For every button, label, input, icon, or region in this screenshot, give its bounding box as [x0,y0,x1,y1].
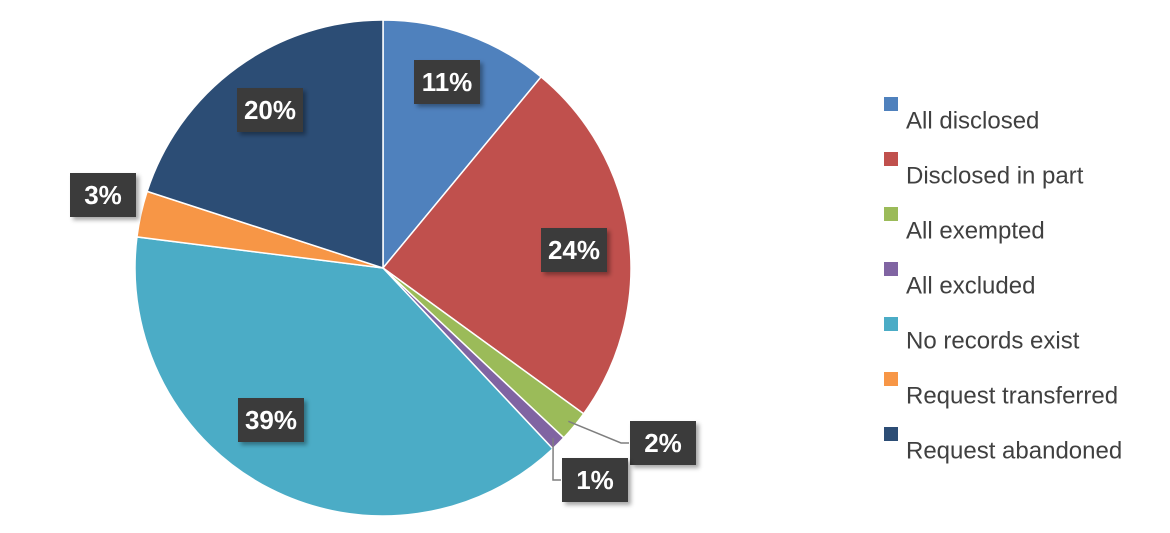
label-box [414,60,480,104]
data-label: 39% [245,405,297,435]
pie-slice [146,19,384,270]
legend-label: All disclosed [906,108,1039,135]
legend-label: Disclosed in part [906,163,1084,190]
data-label: 2% [644,428,682,458]
label-box [70,173,136,217]
data-labels: 11% 24% 2% 1% 39% 3% 20% [70,60,696,502]
pie [134,19,632,517]
legend-swatch [884,262,898,276]
leader-line [552,438,561,481]
data-label: 11% [422,67,473,97]
label-box [237,88,303,132]
legend-swatch [884,427,898,441]
label-box [630,421,696,465]
label-box [238,398,304,442]
legend-label: Request transferred [906,383,1118,410]
data-label: 1% [576,465,614,495]
data-label: 24% [548,235,600,265]
legend-swatch [884,317,898,331]
legend-swatch [884,207,898,221]
label-box [541,228,607,272]
legend: All disclosed Disclosed in part All exempt… [884,97,1122,465]
legend-swatch [884,372,898,386]
data-label: 20% [244,95,296,125]
legend-swatch [884,97,898,111]
legend-swatch [884,152,898,166]
legend-label: No records exist [906,328,1080,355]
pie-slice [134,236,554,517]
pie-slice [381,75,632,415]
legend-label: Request abandoned [906,438,1122,465]
legend-label: All exempted [906,218,1045,245]
legend-label: All excluded [906,273,1035,300]
data-label: 3% [84,180,122,210]
label-box [562,458,628,502]
leader-line [568,420,629,444]
